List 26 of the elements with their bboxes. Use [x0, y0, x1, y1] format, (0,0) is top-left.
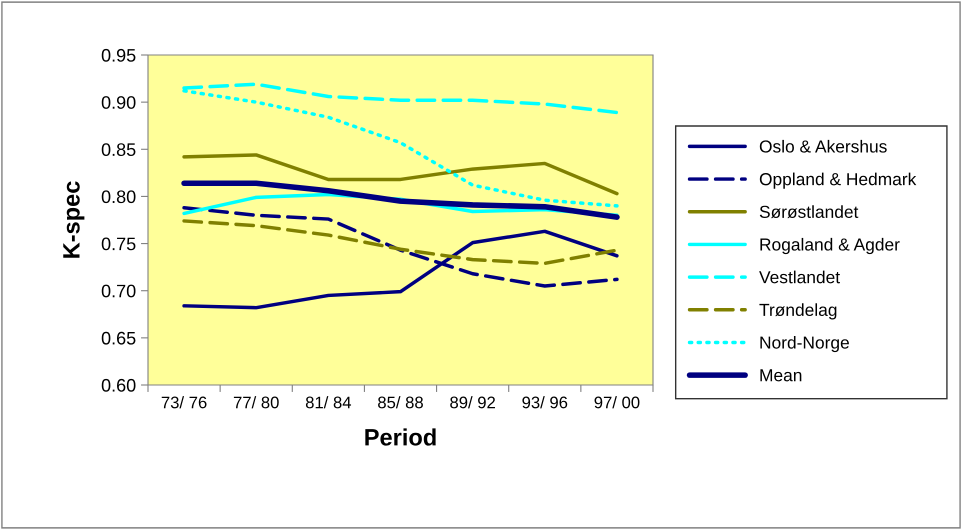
legend-label: Rogaland & Agder: [760, 238, 900, 254]
y-axis-title: K-spec: [63, 181, 84, 258]
y-tick-label: 0.90: [102, 96, 136, 109]
y-tick-label: 0.60: [102, 378, 136, 392]
y-tick-label: 0.75: [102, 238, 136, 250]
line-series: [182, 153, 619, 196]
x-tick-label: 97/ 00: [594, 396, 640, 408]
x-tick-label: 73/ 76: [162, 396, 207, 408]
legend-label: Mean: [760, 369, 802, 382]
x-tick-label: 77/ 80: [234, 396, 279, 408]
y-tick-label: 0.80: [102, 190, 136, 204]
legend-label: Vestlandet: [759, 270, 840, 284]
x-tick-label: 89/ 92: [450, 396, 495, 408]
y-tick-label: 0.85: [102, 143, 136, 156]
legend-label: Oslo & Akershus: [760, 140, 887, 153]
legend-label: Sørøstlandet: [760, 205, 858, 218]
legend-label: Nord-Norge: [760, 336, 849, 352]
legend-label: Oppland & Hedmark: [760, 172, 916, 189]
y-tick-label: 0.65: [102, 332, 136, 345]
x-tick-label: 93/ 96: [522, 396, 568, 408]
x-tick-label: 85/ 88: [378, 396, 423, 408]
y-tick-label: 0.95: [102, 48, 136, 62]
legend-label: Trøndelag: [759, 303, 836, 320]
x-axis-title: Period: [365, 428, 436, 446]
y-tick-label: 0.70: [102, 284, 136, 298]
x-tick-label: 81/ 84: [306, 396, 352, 408]
